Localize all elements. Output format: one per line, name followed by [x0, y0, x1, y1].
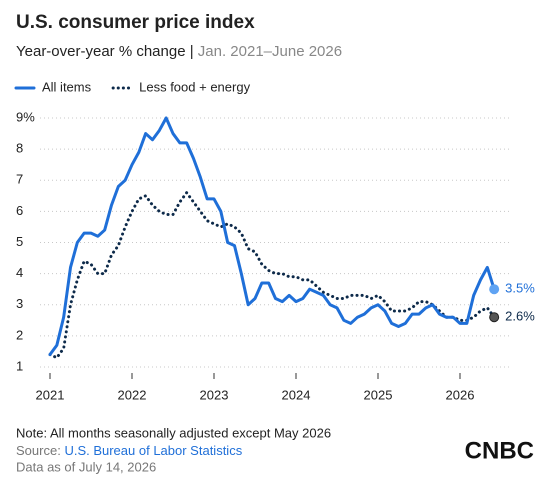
source-link: U.S. Bureau of Labor Statistics: [64, 443, 242, 458]
logo: CNBC: [465, 437, 534, 464]
data-date: Data as of July 14, 2026: [16, 459, 156, 474]
note: Note: All months seasonally adjusted exc…: [16, 425, 331, 440]
x-tick-label: 2021: [36, 387, 65, 402]
y-tick-label: 7: [16, 172, 23, 187]
y-tick-label: 2: [16, 327, 23, 342]
x-tick-label: 2024: [282, 387, 311, 402]
y-tick-label: 6: [16, 203, 23, 218]
x-tick-label: 2023: [200, 387, 229, 402]
subtitle: Year-over-year % change | Jan. 2021–June…: [16, 43, 342, 60]
subtitle-text: Year-over-year % change |: [16, 43, 194, 60]
x-tick-label: 2025: [364, 387, 393, 402]
source: Source: U.S. Bureau of Labor Statistics: [16, 443, 243, 458]
legend-label: All items: [42, 79, 92, 94]
series-line: [48, 191, 496, 360]
source-prefix: Source:: [16, 443, 61, 458]
series-line: [48, 116, 496, 357]
legend-label: Less food + energy: [139, 79, 250, 94]
y-tick-label: 1: [16, 358, 23, 373]
value-label: 3.5%: [505, 281, 535, 296]
end-point: [489, 312, 500, 323]
y-tick-label: 5: [16, 234, 23, 249]
y-tick-label: 4: [16, 265, 23, 280]
chart-title: U.S. consumer price index: [16, 12, 255, 33]
y-tick-label: 8: [16, 141, 23, 156]
y-tick-label: 3: [16, 296, 23, 311]
x-tick-label: 2022: [118, 387, 147, 402]
subtitle-range: Jan. 2021–June 2026: [198, 43, 342, 60]
value-label: 2.6%: [505, 309, 535, 324]
x-tick-label: 2026: [446, 387, 475, 402]
y-tick-label: 9%: [16, 109, 35, 124]
end-point: [489, 284, 500, 295]
